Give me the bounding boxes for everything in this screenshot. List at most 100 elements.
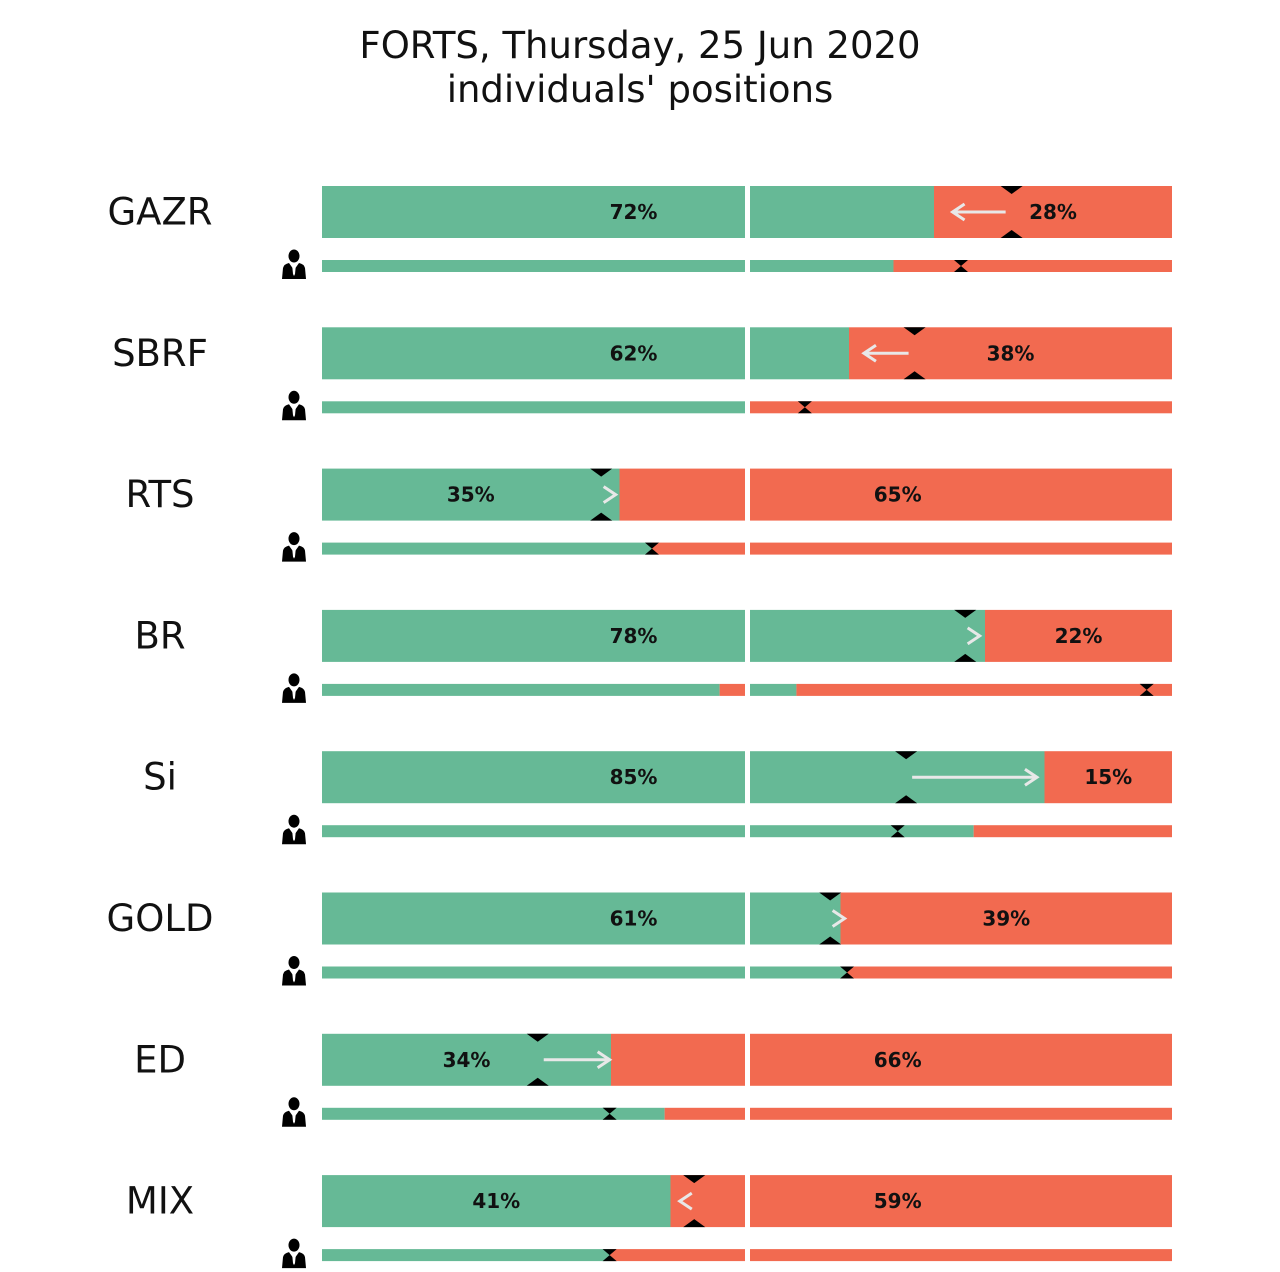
sub-marker-sbrf-top xyxy=(797,401,812,408)
bar-short-right-rts xyxy=(750,468,1172,521)
category-label-gold: GOLD xyxy=(107,897,214,940)
category-label-sbrf: SBRF xyxy=(112,332,208,375)
prev-marker-rts-bottom xyxy=(590,512,613,521)
prev-marker-si-bottom xyxy=(895,795,918,804)
sub-marker-br-top xyxy=(1139,683,1154,690)
value-label-short-gold: 39% xyxy=(982,907,1030,931)
sub-bar-short-right-ed xyxy=(750,1107,1172,1120)
person-icon-gold xyxy=(282,956,306,986)
sub-bar-long-right-si xyxy=(750,825,974,838)
prev-marker-gold-bottom xyxy=(819,936,842,945)
value-label-short-gazr: 28% xyxy=(1029,200,1077,224)
sub-marker-br-bottom xyxy=(1139,689,1154,696)
sub-bar-long-right-gold xyxy=(750,966,848,979)
change-arrow-br xyxy=(966,626,983,646)
sub-marker-gold-top xyxy=(840,966,855,973)
change-arrow-head-sbrf xyxy=(861,344,877,363)
sub-bar-long-left-si xyxy=(322,825,745,838)
value-label-long-si: 85% xyxy=(610,765,658,789)
sub-bar-long-left-br xyxy=(322,683,720,696)
value-label-long-rts: 35% xyxy=(447,483,495,507)
prev-marker-sbrf-bottom xyxy=(903,371,926,380)
category-label-mix: MIX xyxy=(126,1180,194,1223)
sub-marker-si-bottom xyxy=(890,831,905,838)
sub-marker-si-top xyxy=(890,825,905,832)
sub-marker-mix-top xyxy=(602,1249,617,1256)
sub-bar-long-left-ed xyxy=(322,1107,665,1120)
sub-marker-rts-top xyxy=(644,542,659,549)
bar-long-left-gazr xyxy=(322,186,745,238)
sub-bar-short-left-mix xyxy=(609,1249,745,1262)
person-icon-gazr xyxy=(282,249,306,279)
person-icon-si xyxy=(282,814,306,845)
sub-marker-gold-bottom xyxy=(840,972,855,979)
prev-marker-rts-top xyxy=(590,468,613,477)
chart-title-line1: FORTS, Thursday, 25 Jun 2020 xyxy=(359,24,921,67)
sub-marker-ed-top xyxy=(602,1107,617,1114)
bar-long-left-mix xyxy=(322,1175,671,1228)
sub-bar-short-left-rts xyxy=(651,542,745,555)
prev-marker-br-top xyxy=(954,609,977,618)
value-label-long-gazr: 72% xyxy=(610,200,658,224)
sub-bar-short-right-mix xyxy=(750,1249,1172,1262)
value-label-short-mix: 59% xyxy=(874,1189,922,1213)
sub-bar-short-right-gazr xyxy=(893,260,1172,272)
bar-short-right-si xyxy=(1044,751,1172,804)
bar-long-right-sbrf xyxy=(750,327,849,380)
prev-marker-mix-top xyxy=(683,1175,706,1184)
change-arrow-rts xyxy=(602,485,619,504)
prev-marker-si-top xyxy=(895,751,918,760)
person-icon-br xyxy=(282,673,306,703)
category-label-br: BR xyxy=(134,614,185,657)
change-arrow-head-si xyxy=(1024,767,1040,787)
category-label-si: Si xyxy=(143,756,177,799)
prev-marker-gazr-bottom xyxy=(1000,230,1023,238)
value-label-short-ed: 66% xyxy=(874,1048,922,1072)
prev-marker-ed-bottom xyxy=(526,1077,549,1086)
bar-short-left-rts xyxy=(619,468,745,521)
value-label-long-gold: 61% xyxy=(610,907,658,931)
prev-marker-ed-top xyxy=(526,1033,549,1042)
prev-marker-gazr-top xyxy=(1000,186,1023,194)
prev-marker-gold-top xyxy=(819,892,842,901)
value-label-short-br: 22% xyxy=(1055,624,1103,648)
sub-bar-short-right-sbrf xyxy=(750,401,1172,414)
prev-marker-mix-bottom xyxy=(683,1219,706,1228)
value-label-long-br: 78% xyxy=(610,624,658,648)
sub-bar-long-left-gazr xyxy=(322,260,745,272)
category-label-rts: RTS xyxy=(125,473,194,516)
change-arrow-mix xyxy=(677,1191,693,1211)
sub-bar-short-left-br xyxy=(719,683,745,696)
prev-marker-sbrf-top xyxy=(903,327,926,336)
value-label-long-ed: 34% xyxy=(443,1048,491,1072)
person-icon-sbrf xyxy=(282,390,306,421)
sub-bar-short-right-br xyxy=(796,683,1172,696)
chart-title-line2: individuals' positions xyxy=(446,68,834,111)
change-arrow-head-gazr xyxy=(949,202,966,222)
value-label-long-mix: 41% xyxy=(472,1189,520,1213)
bar-short-right-mix xyxy=(750,1175,1172,1228)
sub-bar-short-right-rts xyxy=(750,542,1172,555)
bar-short-left-ed xyxy=(611,1033,745,1086)
bar-long-left-gold xyxy=(322,892,745,945)
person-icon-mix xyxy=(282,1238,306,1269)
sub-marker-gazr-bottom xyxy=(954,266,968,272)
sub-bar-long-left-rts xyxy=(322,542,652,555)
value-label-long-sbrf: 62% xyxy=(610,341,658,365)
sub-bar-short-right-si xyxy=(973,825,1172,838)
bar-long-left-sbrf xyxy=(322,327,745,380)
bar-short-right-ed xyxy=(750,1033,1172,1086)
bar-long-left-rts xyxy=(322,468,620,521)
chart-title: FORTS, Thursday, 25 Jun 2020 individuals… xyxy=(0,24,1280,112)
sub-marker-ed-bottom xyxy=(602,1113,617,1120)
sub-bar-long-left-mix xyxy=(322,1249,610,1262)
person-icon-ed xyxy=(282,1097,306,1127)
value-label-short-si: 15% xyxy=(1084,765,1132,789)
category-label-gazr: GAZR xyxy=(107,191,212,234)
bar-short-right-gold xyxy=(840,892,1172,945)
value-label-short-sbrf: 38% xyxy=(987,341,1035,365)
bar-long-right-gold xyxy=(750,892,841,945)
sub-bar-short-left-ed xyxy=(664,1107,745,1120)
sub-bar-long-left-gold xyxy=(322,966,745,979)
change-arrow-gold xyxy=(831,909,848,928)
